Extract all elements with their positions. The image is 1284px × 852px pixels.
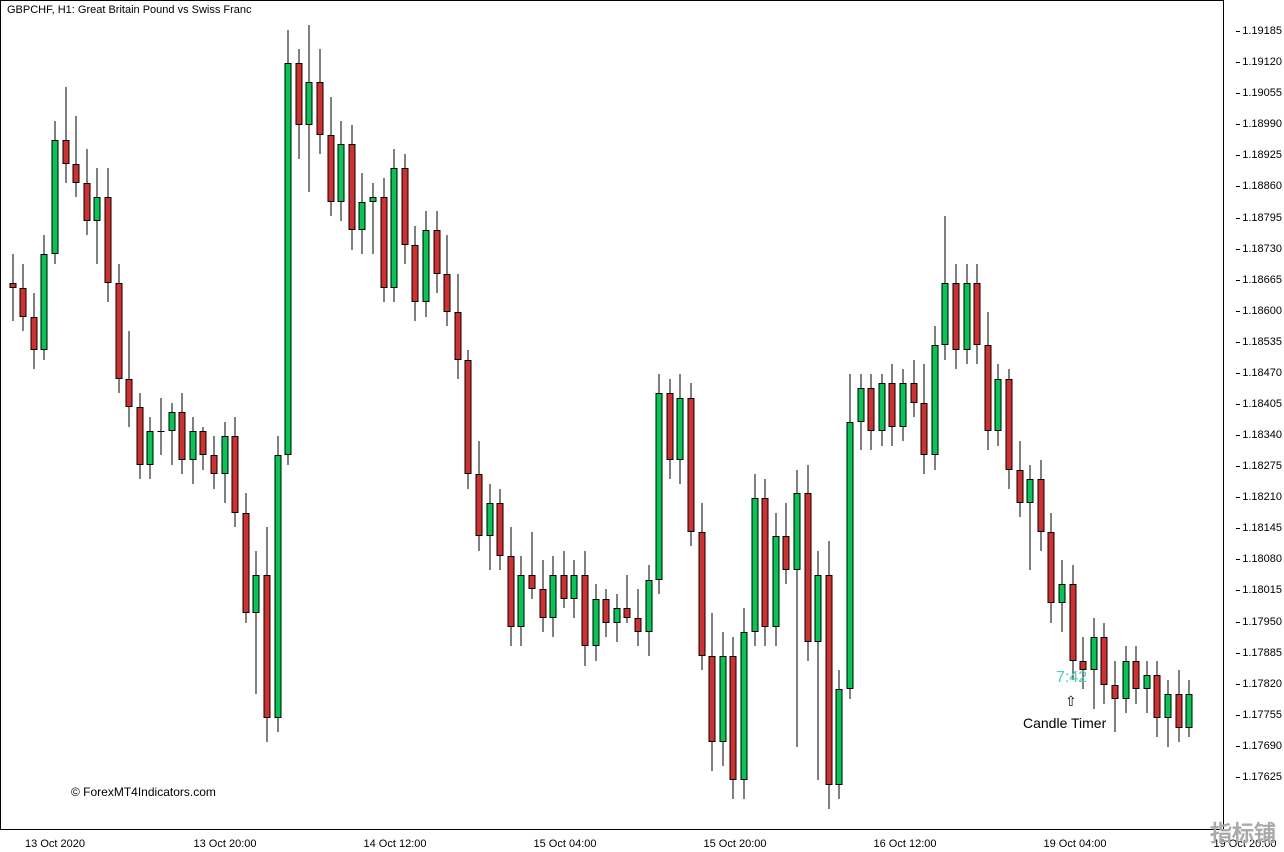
price-tick: 1.18600: [1242, 305, 1282, 317]
price-tick: 1.18470: [1242, 367, 1282, 379]
price-tick: 1.18860: [1242, 180, 1282, 192]
price-tick: 1.18275: [1242, 460, 1282, 472]
time-tick: 14 Oct 12:00: [364, 838, 427, 850]
candle-timer-value: 7:42: [1056, 669, 1087, 687]
time-tick: 19 Oct 04:00: [1044, 838, 1107, 850]
price-tick: 1.18340: [1242, 429, 1282, 441]
candle-timer-label: Candle Timer: [1023, 715, 1106, 731]
price-tick: 1.17885: [1242, 647, 1282, 659]
price-tick: 1.18990: [1242, 118, 1282, 130]
price-tick: 1.17625: [1242, 771, 1282, 783]
chart-container[interactable]: GBPCHF, H1: Great Britain Pound vs Swiss…: [0, 0, 1224, 830]
time-axis: 13 Oct 2020 13 Oct 20:00 14 Oct 12:00 15 Oc…: [0, 830, 1224, 852]
price-tick: 1.18795: [1242, 212, 1282, 224]
time-tick: 13 Oct 2020: [25, 838, 85, 850]
price-tick: 1.18015: [1242, 584, 1282, 596]
time-tick: 15 Oct 20:00: [704, 838, 767, 850]
price-tick: 1.18080: [1242, 553, 1282, 565]
time-tick: 16 Oct 12:00: [874, 838, 937, 850]
price-tick: 1.17820: [1242, 678, 1282, 690]
price-tick: 1.18665: [1242, 274, 1282, 286]
price-tick: 1.18535: [1242, 336, 1282, 348]
price-tick: 1.18925: [1242, 149, 1282, 161]
price-tick: 1.17755: [1242, 709, 1282, 721]
time-tick: 13 Oct 20:00: [194, 838, 257, 850]
price-tick: 1.19185: [1242, 25, 1282, 37]
price-tick: 1.18405: [1242, 398, 1282, 410]
price-tick: 1.18730: [1242, 243, 1282, 255]
price-tick: 1.18210: [1242, 491, 1282, 503]
price-tick: 1.17950: [1242, 616, 1282, 628]
time-tick: 15 Oct 04:00: [534, 838, 597, 850]
price-tick: 1.17690: [1242, 740, 1282, 752]
copyright-text: © ForexMT4Indicators.com: [71, 785, 216, 799]
candles-area: [1, 1, 1223, 829]
watermark: 指标铺: [1210, 816, 1276, 848]
price-axis: 1.19185 1.19120 1.19055 1.18990 1.18925 1.188…: [1224, 0, 1284, 830]
price-tick: 1.19055: [1242, 87, 1282, 99]
price-tick: 1.18145: [1242, 522, 1282, 534]
arrow-up-icon: ⇧: [1065, 693, 1077, 710]
chart-title: GBPCHF, H1: Great Britain Pound vs Swiss…: [7, 4, 252, 16]
price-tick: 1.19120: [1242, 56, 1282, 68]
